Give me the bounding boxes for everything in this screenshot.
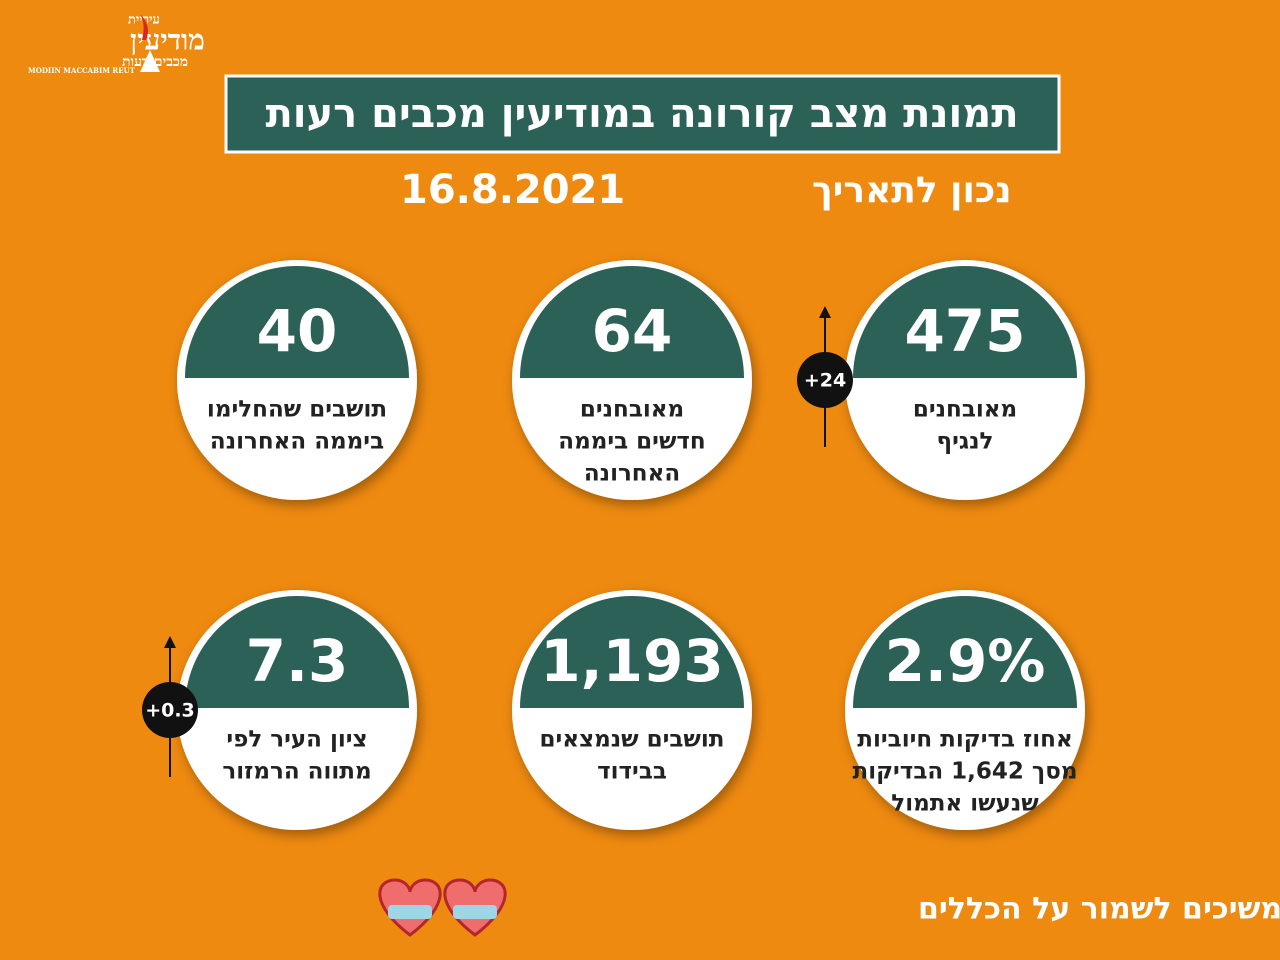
card-label: בבידוד bbox=[597, 759, 667, 785]
hearts bbox=[378, 878, 507, 937]
card-label: שנעשו אתמול bbox=[891, 791, 1039, 817]
date-label: נכון לתאריך bbox=[812, 170, 1012, 211]
badge-text: +0.3 bbox=[145, 700, 195, 722]
card-label: חדשים ביממה bbox=[558, 429, 705, 455]
card-value: 64 bbox=[592, 297, 673, 365]
card-value: 2.9% bbox=[885, 627, 1046, 695]
badge-circle bbox=[797, 352, 853, 408]
footer-text: ממשיכים לשמור על הכללים bbox=[918, 892, 1280, 927]
card-dome bbox=[185, 266, 409, 378]
card-label: לנגיף bbox=[937, 429, 994, 455]
title: תמונת מצב קורונה במודיעין מכבים רעות bbox=[265, 91, 1018, 137]
card-dome bbox=[185, 596, 409, 708]
logo: עיריית מודיעין מכבים רעות MODIIN MACCABI… bbox=[28, 13, 205, 76]
logo-latin: MODIIN MACCABIM REUT bbox=[28, 66, 136, 75]
badge-text: +24 bbox=[804, 370, 846, 392]
card-label: האחרונה bbox=[584, 461, 680, 487]
title-box bbox=[224, 74, 1061, 154]
cards: 475 מאובחנים לנגיף +24 64 מאובחנים חדשים ביממה… bbox=[142, 260, 1085, 830]
card-label: מאובחנים bbox=[913, 397, 1017, 423]
card-dome bbox=[520, 266, 744, 378]
badge-circle bbox=[142, 682, 198, 738]
card-label: ביממה האחרונה bbox=[210, 429, 384, 455]
card-label: תושבים שהחלימו bbox=[207, 397, 387, 423]
date: 16.8.2021 bbox=[400, 167, 625, 213]
logo-name: מודיעין bbox=[130, 24, 205, 57]
card-dome bbox=[853, 596, 1077, 708]
card-label: אחוז בדיקות חיוביות bbox=[857, 727, 1072, 753]
card-value: 40 bbox=[257, 297, 338, 365]
logo-icon bbox=[140, 50, 160, 72]
card-label: מתווה הרמזור bbox=[222, 759, 371, 785]
card-label: ציון העיר לפי bbox=[226, 727, 367, 753]
card-dome bbox=[853, 266, 1077, 378]
card-label: מאובחנים bbox=[580, 397, 684, 423]
card-dome bbox=[520, 596, 744, 708]
card-value: 475 bbox=[904, 297, 1025, 365]
logo-flame bbox=[140, 14, 148, 40]
card-value: 1,193 bbox=[540, 627, 723, 695]
card-value: 7.3 bbox=[246, 627, 349, 695]
card-label: מסך 1,642 הבדיקות bbox=[852, 759, 1077, 785]
card-label: תושבים שנמצאים bbox=[540, 727, 725, 753]
